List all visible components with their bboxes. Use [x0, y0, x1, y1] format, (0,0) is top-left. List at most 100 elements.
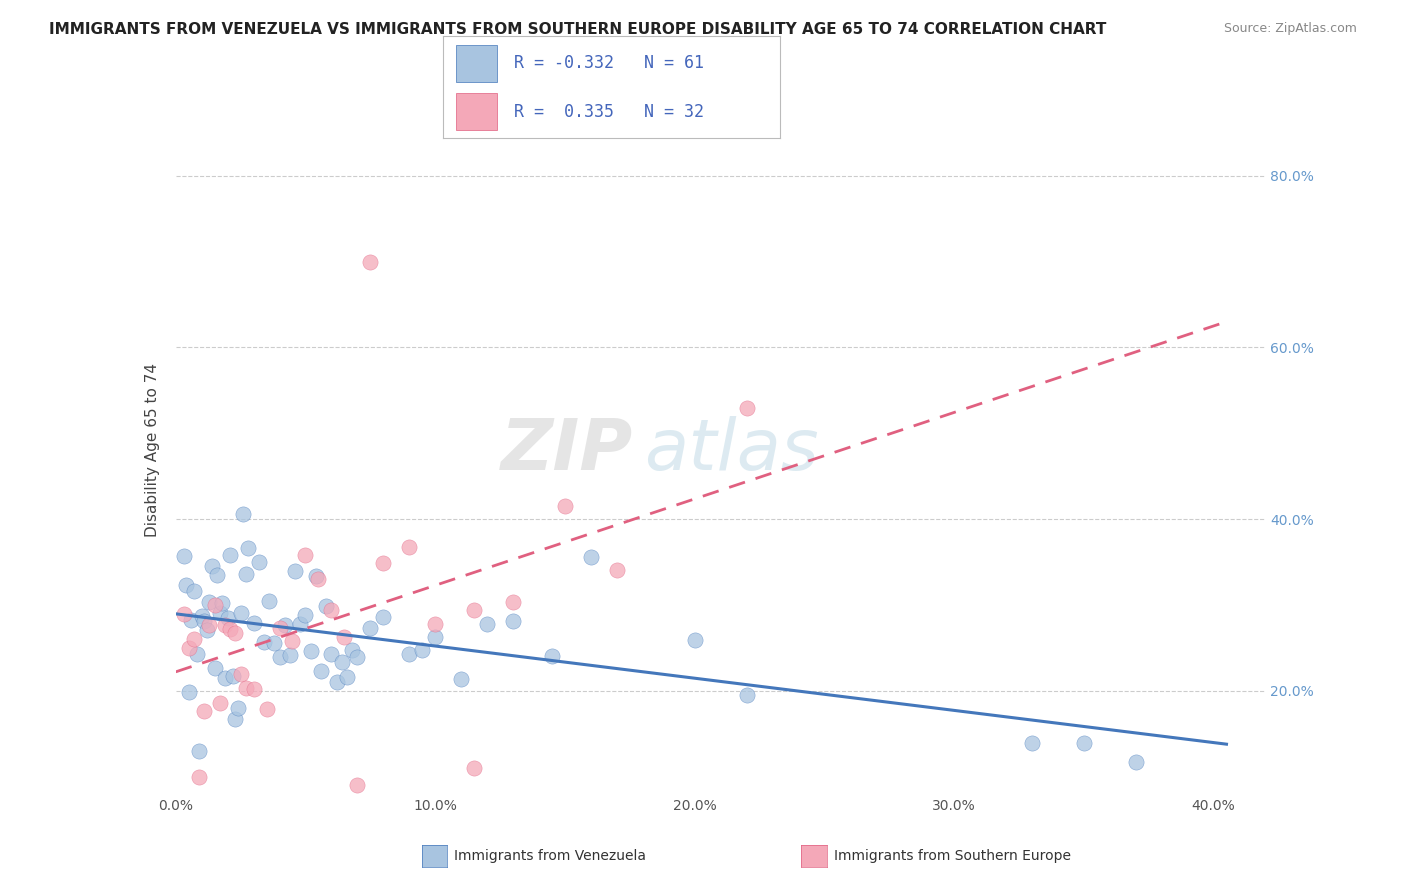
- Point: [217, 611, 239, 625]
- Point: [359, 254, 381, 268]
- Point: [1021, 736, 1043, 750]
- Point: [294, 608, 316, 623]
- Y-axis label: Disability Age 65 to 74: Disability Age 65 to 74: [145, 363, 160, 538]
- Point: [180, 613, 202, 627]
- Point: [683, 632, 706, 647]
- Point: [235, 566, 257, 581]
- Point: [373, 556, 395, 570]
- Point: [207, 567, 229, 582]
- Point: [208, 696, 231, 710]
- Point: [226, 701, 249, 715]
- Text: IMMIGRANTS FROM VENEZUELA VS IMMIGRANTS FROM SOUTHERN EUROPE DISABILITY AGE 65 T: IMMIGRANTS FROM VENEZUELA VS IMMIGRANTS …: [49, 22, 1107, 37]
- Point: [247, 555, 270, 569]
- Text: R =  0.335   N = 32: R = 0.335 N = 32: [513, 103, 704, 120]
- Point: [214, 671, 236, 685]
- Point: [284, 564, 307, 578]
- Point: [359, 621, 381, 635]
- Point: [173, 607, 195, 621]
- Point: [201, 558, 224, 573]
- Point: [238, 541, 260, 555]
- Point: [373, 610, 395, 624]
- Point: [606, 562, 628, 576]
- Point: [183, 583, 205, 598]
- Point: [502, 595, 524, 609]
- Point: [425, 630, 447, 644]
- Point: [463, 603, 485, 617]
- Point: [253, 634, 276, 648]
- Point: [229, 666, 252, 681]
- Point: [269, 649, 291, 664]
- Point: [541, 648, 564, 663]
- Text: Immigrants from Southern Europe: Immigrants from Southern Europe: [834, 849, 1071, 863]
- Point: [305, 569, 328, 583]
- Point: [325, 675, 347, 690]
- Point: [177, 685, 200, 699]
- Point: [183, 632, 205, 646]
- Point: [321, 603, 343, 617]
- Point: [235, 681, 257, 695]
- Point: [204, 661, 226, 675]
- Text: atlas: atlas: [644, 416, 818, 485]
- Point: [257, 593, 280, 607]
- Point: [579, 549, 602, 564]
- Point: [214, 618, 236, 632]
- Point: [198, 618, 221, 632]
- Point: [174, 578, 197, 592]
- Point: [450, 672, 472, 686]
- Point: [309, 664, 332, 678]
- Point: [219, 623, 242, 637]
- Point: [411, 643, 433, 657]
- Point: [346, 778, 368, 792]
- Point: [330, 655, 353, 669]
- Point: [173, 549, 195, 563]
- Point: [188, 770, 211, 784]
- Point: [346, 649, 368, 664]
- Point: [398, 541, 420, 555]
- Point: [425, 616, 447, 631]
- Point: [204, 598, 226, 612]
- Point: [188, 744, 211, 758]
- Bar: [457, 93, 496, 130]
- Point: [242, 615, 264, 630]
- Point: [735, 401, 758, 415]
- Point: [735, 688, 758, 702]
- Point: [463, 761, 485, 775]
- Point: [315, 599, 337, 613]
- Point: [222, 669, 245, 683]
- Text: R = -0.332   N = 61: R = -0.332 N = 61: [513, 54, 704, 72]
- Point: [263, 636, 285, 650]
- Text: Source: ZipAtlas.com: Source: ZipAtlas.com: [1223, 22, 1357, 36]
- Point: [321, 647, 343, 661]
- Point: [398, 647, 420, 661]
- Point: [256, 702, 278, 716]
- Point: [242, 682, 264, 697]
- Point: [475, 616, 498, 631]
- Point: [281, 633, 304, 648]
- Text: ZIP: ZIP: [501, 416, 633, 485]
- Point: [1125, 756, 1147, 770]
- Point: [1073, 736, 1095, 750]
- Point: [198, 595, 221, 609]
- Point: [229, 607, 252, 621]
- Point: [294, 548, 316, 562]
- Point: [211, 596, 233, 610]
- Point: [502, 614, 524, 628]
- Point: [219, 548, 242, 562]
- Point: [299, 644, 322, 658]
- Point: [269, 621, 291, 635]
- Point: [195, 623, 218, 637]
- Point: [208, 606, 231, 620]
- Point: [554, 499, 576, 513]
- Point: [274, 618, 297, 632]
- Point: [193, 704, 215, 718]
- Text: Immigrants from Venezuela: Immigrants from Venezuela: [454, 849, 647, 863]
- Point: [278, 648, 301, 662]
- Bar: [457, 45, 496, 82]
- Point: [307, 572, 329, 586]
- Point: [336, 670, 359, 684]
- Point: [333, 630, 356, 644]
- Point: [177, 641, 200, 656]
- Point: [232, 507, 254, 521]
- Point: [224, 625, 246, 640]
- Point: [186, 648, 208, 662]
